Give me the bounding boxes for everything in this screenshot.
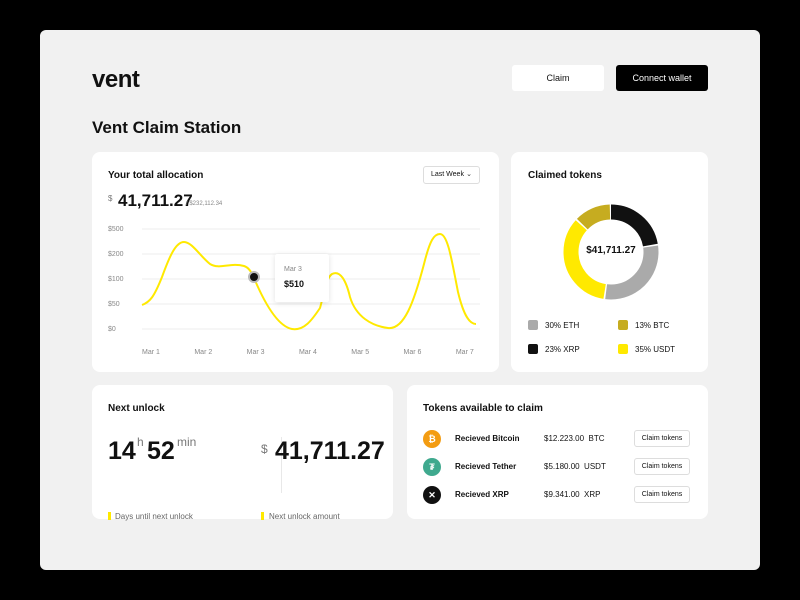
x-tick-label: Mar 3 [247,349,265,356]
x-tick-label: Mar 7 [456,349,474,356]
unlock-divider [281,437,282,493]
claim-tokens-button[interactable]: Claim tokens [634,430,690,447]
claimed-donut-chart [563,204,659,300]
unlock-hours: 14 [108,437,136,465]
connect-wallet-button[interactable]: Connect wallet [616,65,708,91]
claim-button[interactable]: Claim [512,65,604,91]
allocation-line-chart: $500 $200 $100 $50 $0 Mar 1 Mar 2 Mar 3 Mar 4 Ma… [108,226,480,356]
allocation-series-line [141,232,477,331]
x-tick-label: Mar 6 [404,349,422,356]
tether-icon: ₮ [423,458,441,476]
unlock-title: Next unlock [108,403,165,414]
chevron-down-icon: ⌄ [466,171,472,178]
y-tick-label: $50 [108,301,120,308]
legend-eth: 30% ETH [545,321,580,330]
logo[interactable]: vent [92,66,140,93]
list-item: ₮ Recieved Tether $5.180.00 USDT Claim t… [423,458,693,478]
tooltip-value: $510 [284,279,305,289]
list-item: ✕ Recieved XRP $9.341.00 XRP Claim token… [423,486,693,506]
legend-xrp: 23% XRP [545,345,580,354]
legend-swatch-usdt [618,344,628,354]
unlock-currency: $ [261,442,268,456]
next-unlock-card: Next unlock 14 h 52 min Days until next … [92,385,393,521]
chart-tooltip: Mar 3 $510 [275,254,329,302]
unlock-amount: 41,711.27 [275,437,385,465]
donut-slice-xrp [563,204,659,300]
legend-btc: 13% BTC [635,321,670,330]
allocation-currency: $ [108,194,113,203]
days-until-label: Days until next unlock [115,512,193,521]
amount-marker-icon [261,512,264,520]
unlock-minutes-unit: min [177,435,197,449]
allocation-subtotal: / $232,112.34 [186,201,223,207]
unlock-hours-unit: h [137,435,144,449]
donut-slice-eth [563,204,659,300]
y-tick-label: $0 [108,326,116,333]
bitcoin-icon: ₿ [423,430,441,448]
token-name: Recieved XRP [455,490,509,499]
claimed-title: Claimed tokens [528,170,602,181]
tokens-title: Tokens available to claim [423,403,543,414]
tokens-available-card: Tokens available to claim ₿ Recieved Bit… [407,385,708,519]
amount-label: Next unlock amount [269,512,340,521]
legend-swatch-xrp [528,344,538,354]
donut-slice-usdt [563,204,659,300]
x-tick-label: Mar 4 [299,349,317,356]
days-marker-icon [108,512,111,520]
legend-swatch-btc [618,320,628,330]
token-name: Recieved Bitcoin [455,434,520,443]
claim-tokens-button[interactable]: Claim tokens [634,486,690,503]
x-tick-label: Mar 2 [194,349,212,356]
unlock-minutes: 52 [147,437,175,465]
allocation-card: Your total allocation Last Week ⌄ $ 41,7… [92,152,499,372]
token-amount: $12.223.00 BTC [544,434,605,443]
legend-swatch-eth [528,320,538,330]
legend-usdt: 35% USDT [635,345,676,354]
allocation-total: 41,711.27 [118,191,193,210]
x-tick-label: Mar 1 [142,349,160,356]
y-tick-label: $200 [108,251,124,258]
xrp-icon: ✕ [423,486,441,504]
claimed-tokens-card: Claimed tokens $41,711.27 30% ETH 13% BT… [511,152,708,372]
tooltip-date: Mar 3 [284,266,302,273]
period-dropdown-value: Last Week [431,171,464,178]
app-frame: vent Claim Connect wallet Vent Claim Sta… [40,30,760,570]
highlight-point[interactable] [248,271,260,283]
y-tick-label: $500 [108,226,124,233]
y-tick-label: $100 [108,276,124,283]
token-amount: $9.341.00 XRP [544,490,601,499]
claimed-total: $41,711.27 [586,245,636,256]
token-amount: $5.180.00 USDT [544,462,606,471]
claim-tokens-button[interactable]: Claim tokens [634,458,690,475]
period-dropdown[interactable]: Last Week ⌄ [423,166,480,184]
allocation-title: Your total allocation [108,170,204,181]
x-tick-label: Mar 5 [351,349,369,356]
list-item: ₿ Recieved Bitcoin $12.223.00 BTC Claim … [423,430,693,450]
token-name: Recieved Tether [455,462,517,471]
page-title: Vent Claim Station [92,118,242,137]
